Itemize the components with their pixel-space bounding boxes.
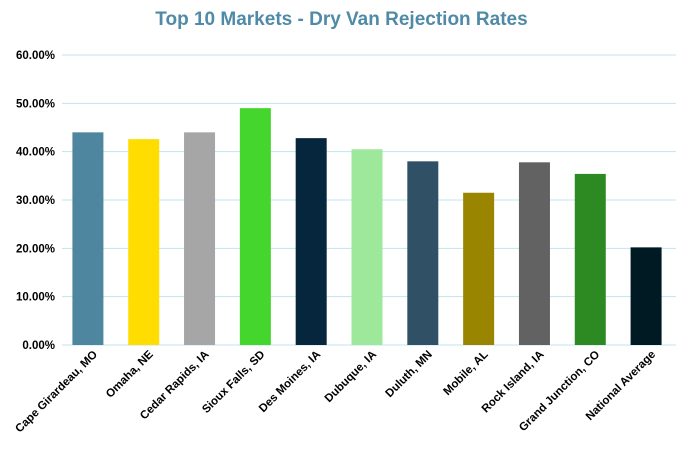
y-tick-label: 60.00% (16, 50, 55, 62)
bar (128, 139, 160, 345)
y-tick-label: 30.00% (16, 195, 55, 207)
bar (239, 108, 271, 346)
y-tick-label: 10.00% (16, 292, 55, 304)
bar (184, 132, 216, 345)
y-tick-label: 40.00% (16, 147, 55, 159)
bar (463, 192, 495, 345)
x-tick-label: Duluth, MN (384, 349, 435, 400)
bar (407, 161, 439, 345)
chart-title: Top 10 Markets - Dry Van Rejection Rates (155, 9, 528, 30)
y-tick-label: 20.00% (16, 243, 55, 255)
bar (72, 132, 104, 345)
bar (295, 138, 327, 345)
x-tick-label: Dubuque, IA (323, 349, 379, 405)
y-tick-label: 0.00% (22, 340, 55, 352)
x-tick-label: Omaha, NE (104, 348, 156, 400)
x-tick-label: Des Moines, IA (257, 349, 323, 415)
x-tick-label: Mobile, AL (441, 349, 490, 398)
x-tick-label: Cape Girardeau, MO (13, 349, 100, 436)
bar (630, 247, 662, 345)
bar (351, 149, 383, 345)
bar (518, 162, 550, 345)
bar (574, 173, 606, 345)
y-tick-label: 50.00% (16, 98, 55, 110)
